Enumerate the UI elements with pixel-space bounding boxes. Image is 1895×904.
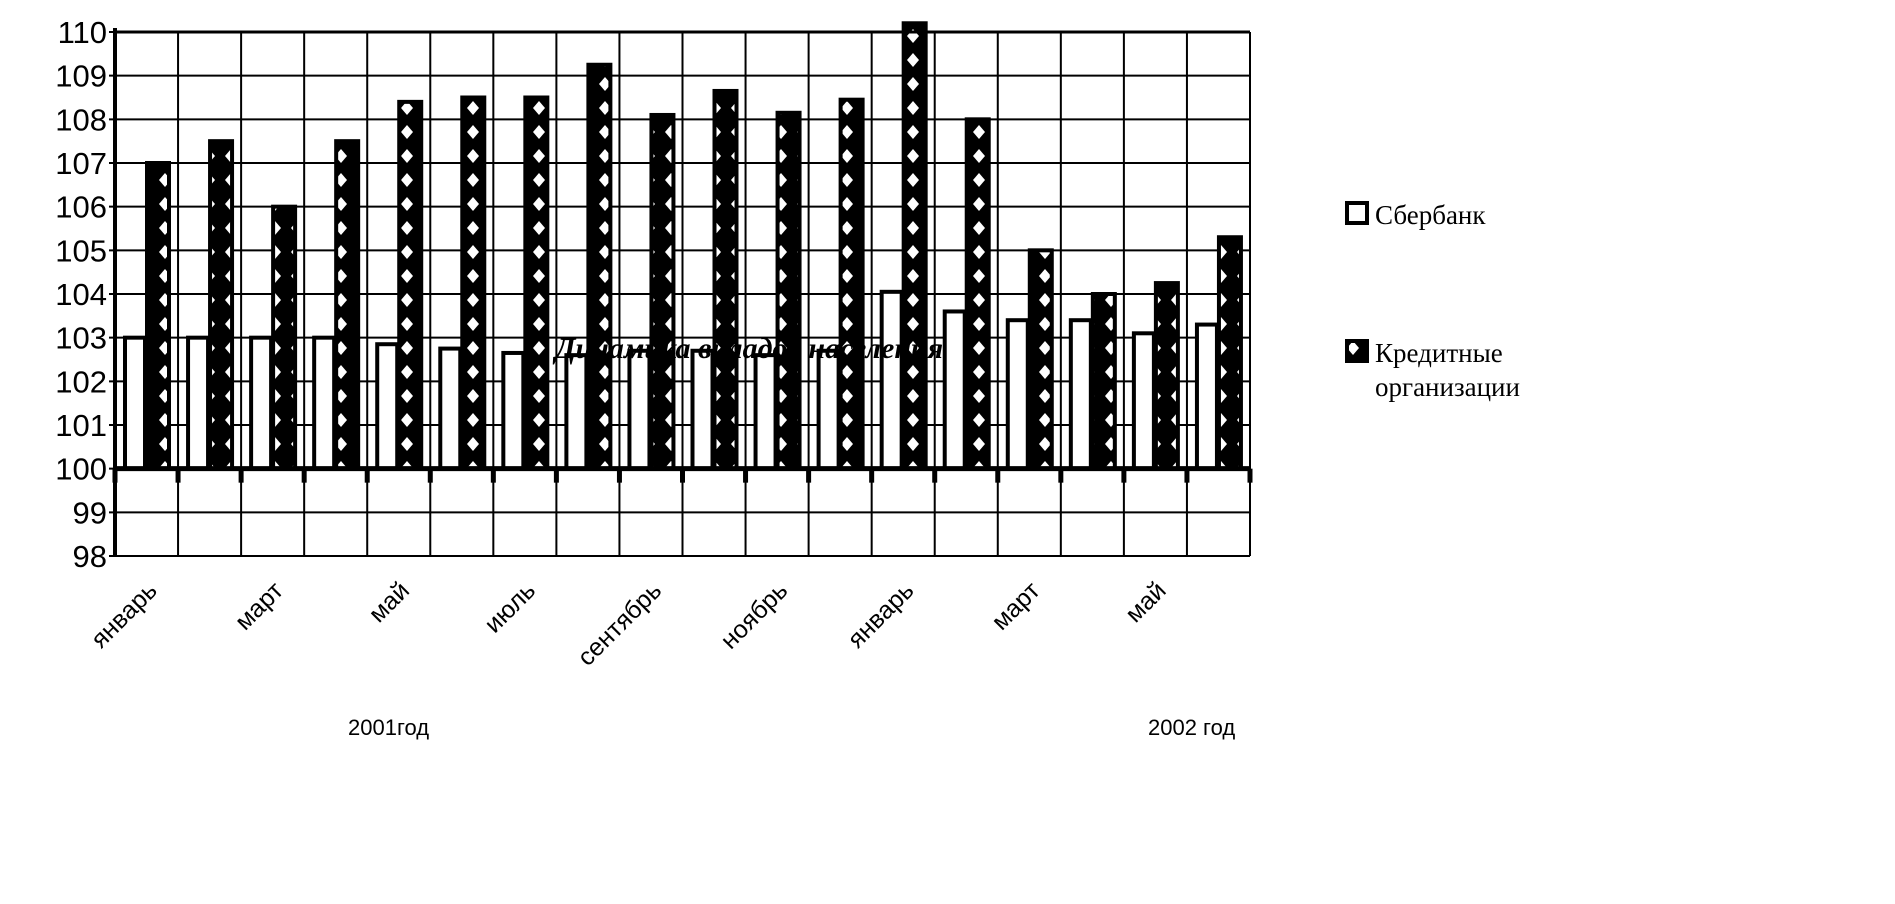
bar-sberbank [753,353,778,471]
bar-credit [649,112,676,471]
year-label-2002: 2002 год [1148,715,1235,740]
bar-sberbank [312,335,337,471]
y-tick-label: 105 [55,233,107,268]
y-tick-label: 107 [55,146,107,181]
y-tick-label: 106 [55,190,107,225]
bar-sberbank [564,353,589,471]
bar-sberbank [816,348,841,471]
bar-credit [145,161,171,471]
bar-sberbank [123,335,147,471]
axes [112,28,1253,556]
x-tick-label: сентябрь [572,576,667,671]
bar-credit [271,204,298,471]
bars [123,21,1243,471]
bar-credit [208,139,235,471]
bar-sberbank [1005,318,1030,471]
x-tick-label: март [230,576,290,636]
y-tick-label: 100 [55,452,107,487]
bar-credit [712,88,739,471]
legend-label-credit-line2: организации [1375,372,1520,402]
bar-sberbank [1131,331,1156,471]
x-tick-label: май [1120,576,1172,628]
x-tick-label: май [363,576,415,628]
bar-sberbank [1068,318,1093,471]
x-tick-label: март [986,576,1046,636]
y-axis-ticks: 98 99 100 101 102 103 104 105 106 107 108 109 110 [55,15,107,574]
bar-sberbank [501,350,526,471]
x-tick-label: июль [479,576,541,638]
y-tick-label: 99 [73,495,107,530]
y-tick-label: 108 [55,102,107,137]
x-tick-label: январь [86,576,163,653]
bar-credit [586,62,613,471]
bar-sberbank [249,335,274,471]
y-tick-label: 102 [55,364,107,399]
bar-credit [1027,248,1054,471]
bar-sberbank [690,348,715,471]
y-tick-label: 104 [55,277,107,312]
legend-label-sberbank: Сбербанк [1375,200,1486,230]
bar-sberbank [375,342,400,471]
y-tick-label: 103 [55,321,107,356]
bar-credit [775,110,802,471]
bar-sberbank [942,309,967,471]
y-tick-label: 110 [58,15,107,50]
bar-sberbank [438,346,463,471]
bar-sberbank [1194,322,1219,471]
legend-swatch-sberbank [1345,201,1369,225]
x-tick-label: январь [842,576,919,653]
legend-swatch-credit [1345,339,1369,363]
bar-credit [964,117,991,471]
y-tick-label: 101 [55,408,107,443]
bar-credit [1153,281,1180,471]
bar-credit [334,139,361,471]
bar-credit [901,21,928,471]
chart-title: Динамика вкладов населения [552,332,943,365]
bar-credit [397,99,424,471]
legend: Сбербанк Кредитные организации [1345,200,1520,402]
year-label-2001: 2001год [348,715,429,740]
bar-credit [1216,235,1243,471]
bar-credit [460,95,487,471]
bar-sberbank [879,289,904,471]
x-axis-ticks: январь март май июль сентябрь ноябрь январь мар… [86,576,1172,671]
x-tick-label: ноябрь [715,576,793,654]
bar-sberbank [627,348,652,471]
legend-label-credit-line1: Кредитные [1375,338,1503,368]
y-tick-label: 109 [55,59,107,94]
bar-credit [523,95,550,471]
bar-credit [1090,292,1117,471]
bar-credit [838,97,865,471]
bar-sberbank [186,335,211,471]
y-tick-label: 98 [73,539,107,574]
